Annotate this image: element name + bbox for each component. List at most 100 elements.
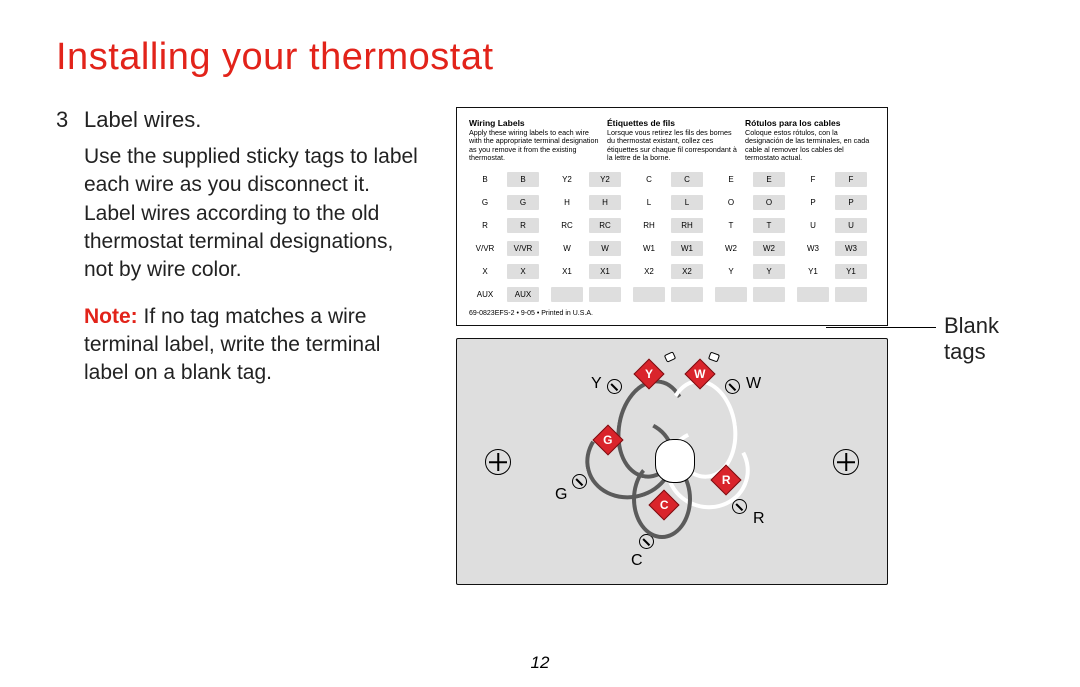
terminal-label-y: Y bbox=[591, 375, 602, 393]
wire-tag: F bbox=[797, 172, 829, 187]
blank-tag bbox=[753, 287, 785, 302]
terminal-label-r: R bbox=[753, 510, 765, 528]
wire-tag: X bbox=[507, 264, 539, 279]
wire-tag: W2 bbox=[753, 241, 785, 256]
tag-row: GGHHLLOOPP bbox=[469, 195, 875, 210]
card-footer: 69-0823EFS-2 • 9-05 • Printed in U.S.A. bbox=[469, 310, 875, 317]
card-d-es: Coloque estos rótulos, con la designació… bbox=[745, 129, 875, 162]
card-h-en: Wiring Labels bbox=[469, 118, 599, 128]
wire-end bbox=[708, 352, 720, 363]
blank-tag bbox=[551, 287, 583, 302]
wire-label-text: G bbox=[603, 433, 612, 447]
step-paragraph-1: Use the supplied sticky tags to label ea… bbox=[84, 143, 426, 285]
wire-label-text: C bbox=[660, 498, 669, 512]
wire-tag: RC bbox=[589, 218, 621, 233]
figure-column: Wiring Labels Apply these wiring labels … bbox=[456, 107, 1032, 585]
wire-tag: U bbox=[835, 218, 867, 233]
wire-tag: Y1 bbox=[797, 264, 829, 279]
wire-tag: R bbox=[507, 218, 539, 233]
card-header: Wiring Labels Apply these wiring labels … bbox=[469, 118, 875, 162]
terminal-g bbox=[572, 474, 587, 489]
tag-row: BBY2Y2CCEEFF bbox=[469, 172, 875, 187]
wire-tag: W2 bbox=[715, 241, 747, 256]
wiring-label-card: Wiring Labels Apply these wiring labels … bbox=[456, 107, 888, 326]
wire-tag: Y1 bbox=[835, 264, 867, 279]
wire-tag: B bbox=[469, 172, 501, 187]
callout-label: Blank tags bbox=[944, 313, 1032, 365]
center-hole bbox=[655, 439, 695, 483]
wire-tag: C bbox=[633, 172, 665, 187]
wire-tag: H bbox=[551, 195, 583, 210]
wire-tag: T bbox=[715, 218, 747, 233]
step-heading: Label wires. bbox=[84, 107, 201, 133]
wire-tag: X2 bbox=[671, 264, 703, 279]
tag-row: RRRCRCRHRHTTUU bbox=[469, 218, 875, 233]
wire-tag: E bbox=[715, 172, 747, 187]
wire-tag: U bbox=[797, 218, 829, 233]
blank-tag bbox=[633, 287, 665, 302]
wire-tag: P bbox=[797, 195, 829, 210]
wire-tag: RH bbox=[633, 218, 665, 233]
wire-tag: L bbox=[633, 195, 665, 210]
instructions-column: 3 Label wires. Use the supplied sticky t… bbox=[56, 107, 426, 406]
terminal-w bbox=[725, 379, 740, 394]
wire-tag: P bbox=[835, 195, 867, 210]
wire-tag: RC bbox=[551, 218, 583, 233]
tag-row: AUX AUX bbox=[469, 287, 875, 302]
wire-tag: H bbox=[589, 195, 621, 210]
wire-tag: W bbox=[551, 241, 583, 256]
blank-tag bbox=[797, 287, 829, 302]
tag-grid: BBY2Y2CCEEFFGGHHLLOOPPRRRCRCRHRHTTUUV/VR… bbox=[469, 172, 875, 302]
step-number: 3 bbox=[56, 107, 84, 133]
wire-tag: W3 bbox=[835, 241, 867, 256]
card-d-en: Apply these wiring labels to each wire w… bbox=[469, 129, 599, 162]
wire-tag: X bbox=[469, 264, 501, 279]
wire-tag: R bbox=[469, 218, 501, 233]
wire-tag: T bbox=[753, 218, 785, 233]
wire-tag: V/VR bbox=[469, 241, 501, 256]
screw-left-icon bbox=[485, 449, 511, 475]
wire-tag: L bbox=[671, 195, 703, 210]
wire-tag: W3 bbox=[797, 241, 829, 256]
wire-tag: X1 bbox=[589, 264, 621, 279]
wire-tag: O bbox=[753, 195, 785, 210]
blank-tag bbox=[671, 287, 703, 302]
page-title: Installing your thermostat bbox=[56, 36, 1032, 79]
tag-row: V/VR V/VR WW W1 W1 W2 W2 W3 W3 bbox=[469, 241, 875, 256]
tag-row: XX X1 X1 X2 X2 YY Y1 Y1 bbox=[469, 264, 875, 279]
wire-tag: AUX bbox=[469, 287, 501, 302]
backplate-diagram: YWGRC YWGRC bbox=[456, 338, 888, 585]
blank-tag bbox=[835, 287, 867, 302]
card-h-fr: Étiquettes de fils bbox=[607, 118, 737, 128]
wire-tag: G bbox=[507, 195, 539, 210]
wire-tag: W bbox=[589, 241, 621, 256]
terminal-y bbox=[607, 379, 622, 394]
wire-tag: W1 bbox=[671, 241, 703, 256]
wire-tag: O bbox=[715, 195, 747, 210]
wire-tag: RH bbox=[671, 218, 703, 233]
wire-tag: Y bbox=[753, 264, 785, 279]
blank-tag bbox=[589, 287, 621, 302]
wire-tag: AUX bbox=[507, 287, 539, 302]
terminal-r bbox=[732, 499, 747, 514]
wire-tag: X2 bbox=[633, 264, 665, 279]
wire-tag: W1 bbox=[633, 241, 665, 256]
card-col-en: Wiring Labels Apply these wiring labels … bbox=[469, 118, 599, 162]
wire-tag: V/VR bbox=[507, 241, 539, 256]
card-col-es: Rótulos para los cables Coloque estos ró… bbox=[745, 118, 875, 162]
card-h-es: Rótulos para los cables bbox=[745, 118, 875, 128]
wire-tag: Y bbox=[715, 264, 747, 279]
card-d-fr: Lorsque vous retirez les fils des bornes… bbox=[607, 129, 737, 162]
wire-tag: X1 bbox=[551, 264, 583, 279]
wire-tag: F bbox=[835, 172, 867, 187]
screw-right-icon bbox=[833, 449, 859, 475]
wire-tag: B bbox=[507, 172, 539, 187]
card-col-fr: Étiquettes de fils Lorsque vous retirez … bbox=[607, 118, 737, 162]
wire-label-text: Y bbox=[645, 367, 653, 381]
wire-tag: Y2 bbox=[551, 172, 583, 187]
wire-end bbox=[664, 351, 676, 362]
wire-tag: C bbox=[671, 172, 703, 187]
body-row: 3 Label wires. Use the supplied sticky t… bbox=[56, 107, 1032, 585]
step-note: Note: If no tag matches a wire terminal … bbox=[84, 303, 426, 388]
blank-tag bbox=[715, 287, 747, 302]
